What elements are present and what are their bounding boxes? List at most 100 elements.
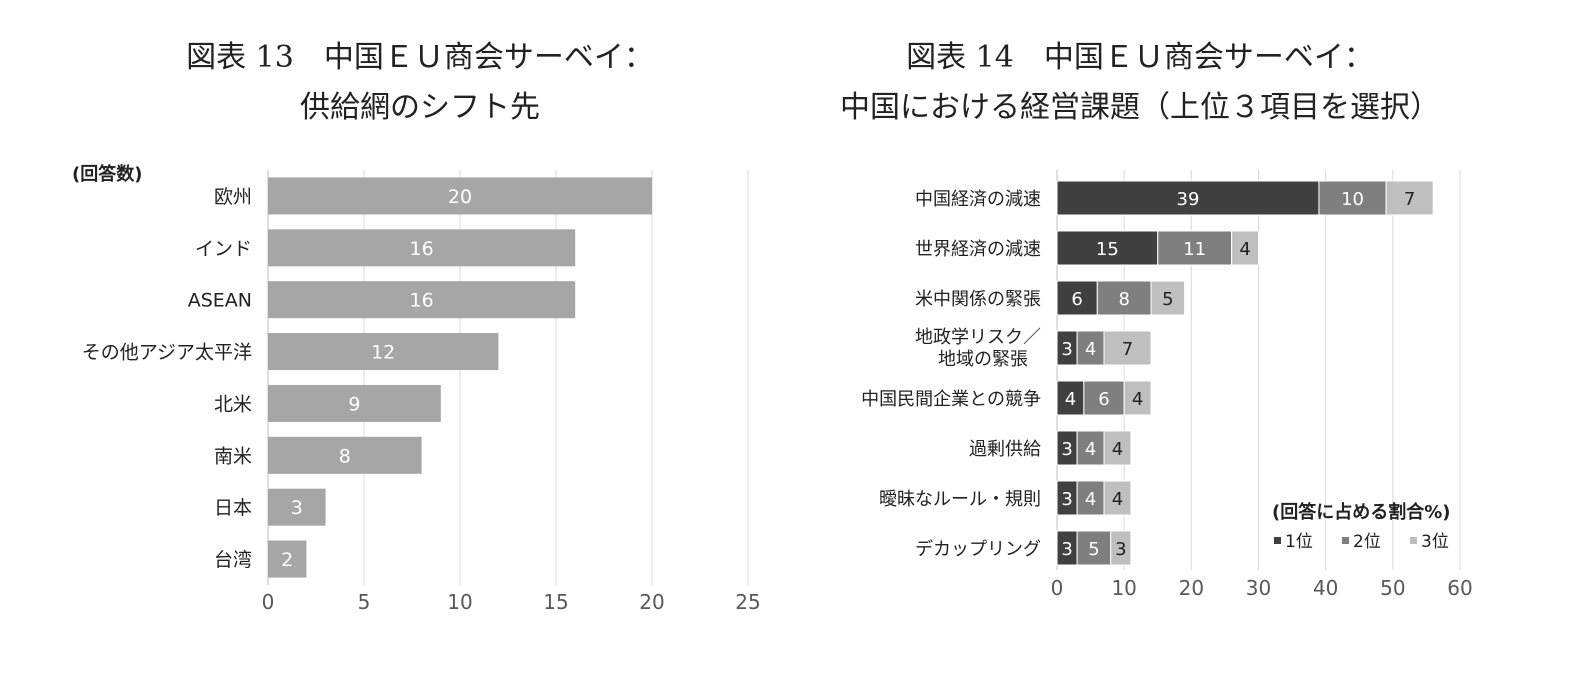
chart14-data-label: 15 — [1096, 239, 1119, 260]
chart14-data-label: 4 — [1085, 439, 1096, 460]
chart14-bar-segment — [1103, 430, 1132, 466]
chart13-category-label: 欧州 — [214, 186, 252, 208]
chart14-category-label: 中国民間企業との競争 — [861, 389, 1041, 410]
chart13-bar — [268, 177, 652, 215]
chart14-bar-segment — [1056, 180, 1320, 216]
chart14-bar-segment — [1056, 280, 1098, 316]
chart13-x-tick-label: 10 — [447, 590, 472, 614]
chart14-legend-swatch — [1274, 537, 1281, 544]
chart14-subtitle: 中国における経営課題（上位３項目を選択） — [840, 90, 1440, 125]
chart13-data-label: 16 — [410, 238, 434, 260]
chart14-x-tick-label: 40 — [1313, 576, 1338, 600]
chart14-bar-segment — [1076, 480, 1105, 516]
chart13-subtitle: 供給網のシフト先 — [300, 90, 540, 125]
chart14-bar-segment — [1083, 380, 1125, 416]
chart13-bar — [268, 540, 307, 578]
chart14-bar-segment — [1096, 280, 1152, 316]
chart14-category-label: デカップリング — [915, 539, 1041, 560]
chart13-bar — [268, 384, 441, 422]
chart14-x-tick-label: 10 — [1111, 576, 1136, 600]
chart14-bar-segment — [1123, 380, 1152, 416]
chart14-data-label: 6 — [1098, 389, 1109, 410]
chart13-bar — [268, 488, 326, 526]
chart14-bar-segment — [1056, 380, 1085, 416]
chart14-x-tick-label: 20 — [1179, 576, 1204, 600]
chart14-data-label: 4 — [1065, 389, 1076, 410]
chart14-bar-segment — [1385, 180, 1434, 216]
chart13-category-label: その他アジア太平洋 — [82, 342, 252, 364]
chart13-data-label: 3 — [291, 497, 303, 519]
chart14-data-label: 4 — [1132, 389, 1143, 410]
chart14-data-label: 7 — [1404, 189, 1415, 210]
chart14-category-label: 地政学リスク／地域の緊張 — [915, 327, 1041, 370]
chart14-bar-segment — [1076, 330, 1105, 366]
chart14-bar-segment — [1103, 330, 1152, 366]
chart13-title: 図表 13 中国ＥＵ商会サーベイ： — [186, 40, 654, 75]
chart14-data-label: 3 — [1061, 489, 1072, 510]
chart14-data-label: 3 — [1115, 539, 1126, 560]
chart13-title-block: 図表 13 中国ＥＵ商会サーベイ： 供給網のシフト先 — [100, 33, 740, 133]
chart14-data-label: 4 — [1085, 489, 1096, 510]
chart14-bar-segment — [1076, 530, 1112, 566]
chart14-data-label: 3 — [1061, 439, 1072, 460]
chart13-bar — [268, 281, 576, 319]
chart14-data-label: 5 — [1088, 539, 1099, 560]
chart14-data-label: 6 — [1071, 289, 1082, 310]
chart13-data-label: 20 — [448, 186, 472, 208]
chart14-data-label: 3 — [1061, 539, 1072, 560]
chart14-data-label: 10 — [1341, 189, 1364, 210]
chart13-data-label: 16 — [410, 290, 434, 312]
chart13-category-label: インド — [195, 238, 252, 260]
chart14-data-label: 3 — [1061, 339, 1072, 360]
chart14-x-tick-label: 60 — [1447, 576, 1472, 600]
chart13-data-label: 12 — [371, 342, 395, 364]
chart14-data-label: 4 — [1085, 339, 1096, 360]
chart13-category-label: 台湾 — [214, 549, 252, 571]
chart14-category-label: 中国経済の減速 — [915, 189, 1041, 210]
chart14-category-label: 米中関係の緊張 — [915, 289, 1041, 310]
chart13-data-label: 8 — [339, 445, 351, 467]
chart14-bar-segment — [1150, 280, 1186, 316]
chart13-category-label: 北米 — [214, 393, 252, 415]
chart14-bar-segment — [1231, 230, 1259, 266]
chart14-category-label: 過剰供給 — [969, 439, 1041, 460]
chart14-x-tick-label: 50 — [1380, 576, 1405, 600]
chart14-data-label: 4 — [1239, 239, 1250, 260]
chart14-data-label: 4 — [1112, 489, 1123, 510]
chart14-legend-title: (回答に占める割合%) — [1272, 501, 1451, 523]
chart14-legend-label: 3位 — [1421, 532, 1449, 552]
chart13-unit-label: (回答数) — [72, 163, 142, 185]
chart13-category-label: 南米 — [214, 445, 252, 467]
chart14-x-tick-label: 30 — [1246, 576, 1271, 600]
chart13-data-label: 2 — [281, 549, 293, 571]
chart13-category-label: 日本 — [214, 497, 252, 519]
chart14-data-label: 5 — [1162, 289, 1173, 310]
chart13-x-tick-label: 20 — [639, 590, 664, 614]
chart13-plot: 0 5 10 15 20 25 (回答数) 欧州 20 インド 16 ASEAN 16 その他アジア太平洋… — [72, 163, 761, 614]
chart13-bar — [268, 436, 422, 474]
chart14-title-block: 図表 14 中国ＥＵ商会サーベイ： 中国における経営課題（上位３項目を選択） — [780, 33, 1500, 133]
chart14-data-label: 7 — [1122, 339, 1133, 360]
chart14-bar-segment — [1110, 530, 1132, 566]
chart14-legend-label: 1位 — [1285, 532, 1313, 552]
chart14-category-label: 曖昧なルール・規則 — [879, 489, 1041, 510]
chart14-legend-swatch — [1342, 537, 1349, 544]
chart14-bar-segment — [1076, 430, 1105, 466]
chart13-x-tick-label: 5 — [358, 590, 371, 614]
chart13-bar — [268, 333, 499, 371]
chart13-data-label: 9 — [348, 393, 360, 415]
chart14-legend-swatch — [1410, 537, 1417, 544]
chart13-x-tick-label: 25 — [735, 590, 760, 614]
chart14-legend-label: 2位 — [1353, 532, 1381, 552]
chart14-data-label: 11 — [1183, 239, 1206, 260]
chart14-title: 図表 14 中国ＥＵ商会サーベイ： — [906, 40, 1374, 75]
chart14-category-label: 世界経済の減速 — [915, 239, 1041, 260]
chart14-data-label: 4 — [1112, 439, 1123, 460]
chart14-data-label: 39 — [1177, 189, 1200, 210]
chart13-bar — [268, 229, 576, 267]
chart14-bar-segment — [1103, 480, 1132, 516]
chart14-data-label: 8 — [1118, 289, 1129, 310]
chart13-x-tick-label: 0 — [262, 590, 275, 614]
chart13-x-tick-label: 15 — [543, 590, 568, 614]
